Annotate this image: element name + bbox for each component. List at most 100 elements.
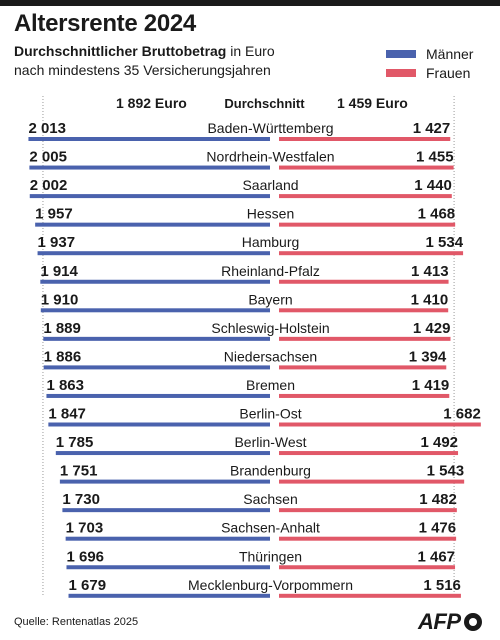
category-label: Bayern (248, 291, 292, 307)
value-label-women: 1 482 (419, 491, 457, 508)
value-label-men: 1 730 (62, 491, 100, 508)
bar-women (279, 479, 465, 484)
value-label-men: 1 863 (46, 377, 84, 394)
category-label: Sachsen (243, 491, 297, 507)
legend-item-women: Frauen (386, 63, 473, 82)
category-label: Hamburg (242, 234, 300, 250)
category-label: Bremen (246, 377, 295, 393)
bar-men (62, 508, 271, 513)
category-label: Berlin-West (234, 434, 306, 450)
value-label-women: 1 682 (443, 406, 481, 423)
subtitle-bold: Durchschnittlicher Bruttobetrag (14, 43, 227, 59)
category-label: Schleswig-Holstein (211, 320, 329, 336)
bar-men (46, 393, 270, 398)
bar-women (279, 137, 451, 141)
value-label-men: 2 005 (29, 149, 67, 166)
source-note: Quelle: Rentenatlas 2025 (14, 616, 139, 628)
bar-men (37, 251, 271, 256)
category-label: Niedersachsen (224, 348, 317, 364)
bar-men (29, 165, 271, 170)
category-label: Nordrhein-Westfalen (206, 149, 334, 165)
legend-item-men: Männer (386, 44, 473, 63)
subtitle-rest: in Euro (226, 43, 275, 59)
category-label: Saarland (242, 177, 298, 193)
bar-men (65, 536, 270, 541)
bar-men (43, 336, 270, 341)
legend-label-men: Männer (426, 45, 474, 62)
category-label: Thüringen (239, 548, 302, 564)
value-label-men: 1 703 (66, 520, 104, 537)
value-label-men: 2 002 (30, 177, 68, 194)
value-label-men: 1 696 (66, 548, 104, 565)
value-label-women: 1 427 (413, 120, 451, 137)
bar-women (279, 222, 456, 227)
afp-logo-dot (463, 613, 482, 631)
value-label-men: 1 910 (41, 291, 79, 308)
bar-women (279, 365, 447, 370)
afp-logo: AFP (418, 609, 482, 634)
legend-swatch-men (386, 49, 416, 58)
value-label-women: 1 419 (412, 377, 450, 394)
value-label-women: 1 467 (417, 548, 455, 565)
category-label: Baden-Württemberg (207, 120, 333, 136)
category-label: Berlin-Ost (239, 406, 301, 422)
average-label-women: 1 459 Euro (337, 95, 408, 111)
value-label-women: 1 516 (423, 577, 461, 594)
legend-swatch-women (386, 68, 416, 77)
chart-subtitle: Durchschnittlicher Bruttobetrag in Euro … (14, 42, 334, 80)
bar-women (279, 194, 452, 199)
value-label-men: 1 914 (40, 263, 78, 280)
top-bar (0, 0, 500, 6)
value-label-men: 2 013 (28, 120, 66, 137)
value-label-men: 1 679 (69, 577, 107, 594)
category-label: Brandenburg (230, 463, 311, 479)
bar-men (40, 308, 270, 313)
bar-men (40, 279, 270, 284)
legend-label-women: Frauen (426, 64, 471, 81)
afp-logo-text: AFP (418, 609, 461, 634)
bar-women (279, 422, 481, 427)
value-label-men: 1 751 (60, 463, 98, 480)
bar-women (279, 308, 449, 313)
bar-men (55, 451, 270, 456)
value-label-men: 1 886 (44, 348, 82, 365)
bar-men (48, 422, 270, 427)
category-label: Rheinland-Pfalz (221, 263, 320, 279)
value-label-women: 1 468 (418, 206, 456, 223)
value-label-men: 1 889 (43, 320, 81, 337)
bar-men (68, 593, 271, 598)
value-label-women: 1 534 (426, 234, 464, 251)
chart-title: Altersrente 2024 (14, 10, 196, 37)
value-label-women: 1 410 (411, 291, 449, 308)
bar-men (35, 222, 270, 227)
value-label-women: 1 543 (427, 463, 465, 480)
bar-women (279, 593, 461, 598)
bar-women (279, 565, 456, 570)
bar-women (279, 165, 454, 170)
bar-women (279, 336, 451, 341)
value-label-women: 1 413 (411, 263, 449, 280)
bar-men (29, 194, 271, 199)
legend: Männer Frauen (386, 44, 473, 82)
bar-women (279, 451, 459, 456)
value-label-men: 1 937 (38, 234, 76, 251)
category-label: Hessen (247, 206, 294, 222)
value-label-men: 1 847 (48, 406, 86, 423)
subtitle-line2: nach mindestens 35 Versicherungsjahren (14, 62, 271, 78)
value-label-women: 1 429 (413, 320, 451, 337)
category-label: Mecklenburg-Vorpommern (188, 577, 353, 593)
category-label: Sachsen-Anhalt (221, 520, 320, 536)
value-label-men: 1 785 (56, 434, 94, 451)
value-label-women: 1 476 (419, 520, 457, 537)
bar-men (28, 137, 270, 141)
value-label-women: 1 394 (409, 348, 447, 365)
value-label-women: 1 455 (416, 149, 454, 166)
bar-men (66, 565, 270, 570)
bar-women (279, 251, 464, 256)
average-label-men: 1 892 Euro (116, 95, 187, 111)
value-label-women: 1 440 (414, 177, 452, 194)
bar-men (43, 365, 271, 370)
bar-men (59, 479, 270, 484)
bar-women (279, 536, 457, 541)
